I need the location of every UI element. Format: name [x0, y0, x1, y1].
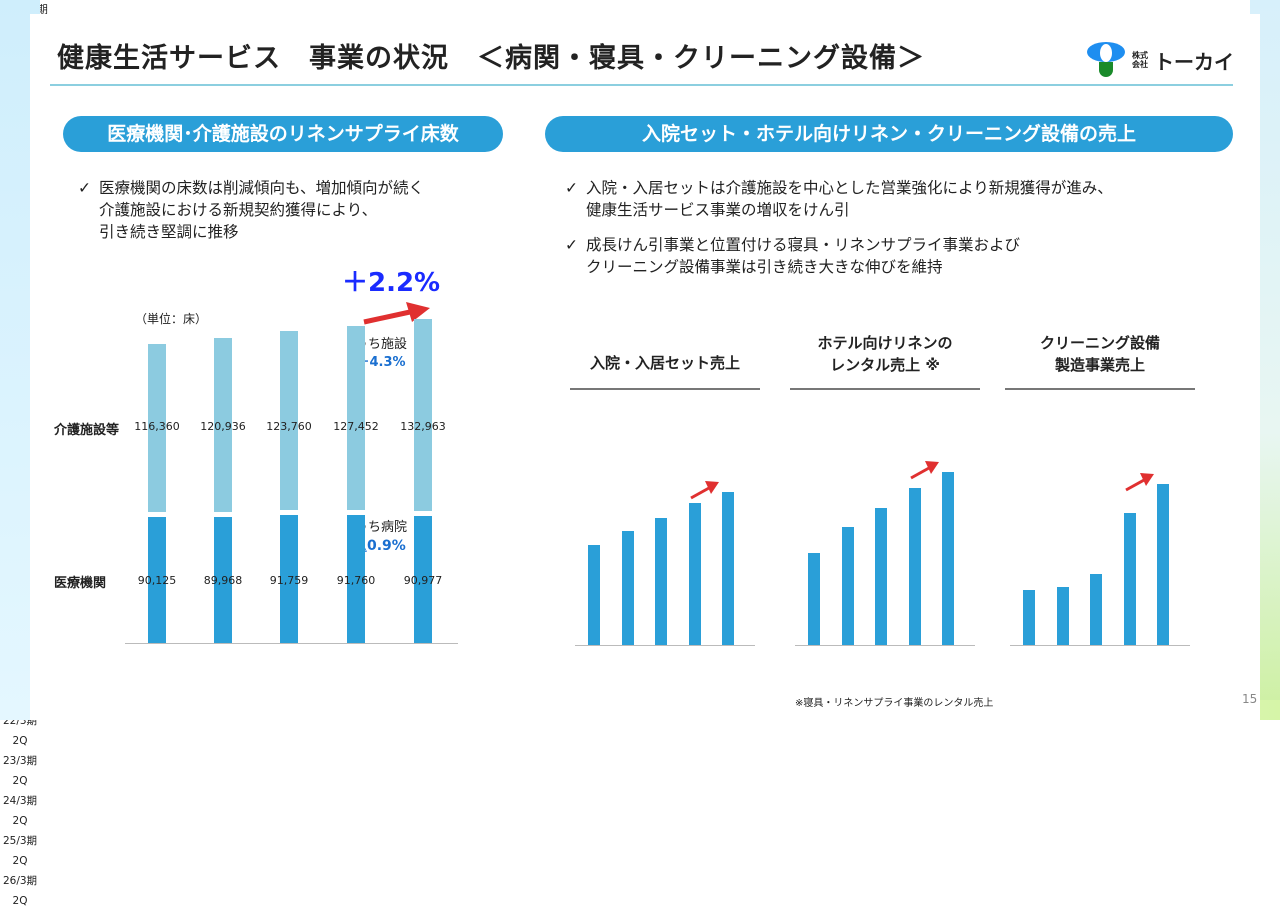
care-bar	[148, 344, 166, 513]
right-bullet-text: 成長けん引事業と位置付ける寝具・リネンサプライ事業および クリーニング設備事業は…	[586, 236, 1021, 276]
hospital-bar	[214, 517, 232, 643]
growth-arrow-icon	[689, 481, 719, 500]
hospital-bar	[280, 515, 298, 643]
hospital-note: うち病院 △0.9%	[355, 519, 408, 555]
x-axis	[575, 645, 755, 646]
unit-label: （単位：床）	[135, 312, 208, 326]
chart-title-underline	[1005, 388, 1195, 390]
hospital-value: 91,759	[269, 574, 309, 587]
care-value: 123,760	[266, 420, 312, 433]
growth-arrow-icon	[909, 461, 939, 480]
hospital-bar	[347, 515, 365, 643]
hospital-value: 90,125	[137, 574, 177, 587]
sales-bar	[1090, 574, 1102, 645]
sales-bar	[942, 472, 954, 645]
sales-bar	[655, 518, 667, 645]
care-value: 116,360	[134, 420, 180, 433]
care-bar	[414, 319, 432, 512]
hospital-value: 89,968	[203, 574, 243, 587]
chart-title: 入院・入居セット売上	[589, 354, 740, 372]
right-bullet-text: 入院・入居セットは介護施設を中心とした営業強化により新規獲得が進み、 健康生活サ…	[586, 179, 1113, 219]
title-divider	[50, 84, 1233, 86]
sales-bar	[841, 527, 854, 645]
hospital-change: △0.9%	[356, 538, 406, 554]
hospital-bar	[414, 516, 432, 643]
check-icon: ✓	[565, 236, 578, 254]
care-label: 介護施設等	[54, 423, 120, 438]
sales-bar	[722, 492, 734, 645]
hospital-label: 医療機関	[54, 576, 107, 591]
x-tick-label: 23/3期 2Q	[2, 755, 38, 787]
x-axis	[795, 645, 975, 646]
logo-name: トーカイ	[1154, 49, 1234, 74]
logo-mark-icon	[1087, 42, 1125, 77]
sales-bar	[588, 545, 600, 645]
right-section-header: 入院セット・ホテル向けリネン・クリーニング設備の売上	[545, 116, 1233, 152]
sales-bar	[908, 488, 921, 645]
sales-bar	[1123, 513, 1136, 645]
sales-bar	[808, 553, 820, 645]
chart-title: クリーニング設備 製造事業売上	[1039, 334, 1160, 374]
growth-arrow-icon	[363, 302, 430, 325]
x-axis	[1010, 645, 1190, 646]
care-value: 127,452	[333, 420, 379, 433]
page-title: 健康生活サービス 事業の状況 ＜病関・寝具・クリーニング設備＞	[57, 43, 925, 74]
left-bullet-text: 医療機関の床数は削減傾向も、増加傾向が続く 介護施設における新規契約獲得により、…	[99, 179, 425, 241]
care-bar	[214, 337, 232, 513]
x-tick-label: 26/3期 2Q	[2, 875, 38, 907]
logo-small-text: 株式 会社	[1132, 51, 1148, 69]
hospital-value: 91,760	[336, 574, 376, 587]
footnote: ※寝具・リネンサプライ事業のレンタル売上	[795, 698, 994, 709]
x-axis	[125, 643, 458, 644]
x-tick-label: 24/3期 2Q	[2, 795, 38, 827]
chart-title-underline	[790, 388, 980, 390]
care-value: 120,936	[200, 420, 246, 433]
hospital-bar	[148, 517, 166, 643]
growth-arrow-icon	[1124, 473, 1154, 492]
total-change: ＋2.2%	[342, 268, 441, 298]
care-bar	[347, 325, 365, 510]
hospital-note-label: うち病院	[355, 520, 408, 535]
hospital-value: 90,977	[403, 574, 443, 587]
check-icon: ✓	[565, 179, 578, 197]
care-note-label: うち施設	[355, 337, 408, 352]
check-icon: ✓	[78, 179, 91, 197]
sales-bar	[1056, 587, 1069, 645]
company-logo: 株式 会社 トーカイ	[1086, 40, 1234, 80]
page-number: 15	[1242, 692, 1258, 706]
left-bullet: ✓ 医療機関の床数は削減傾向も、増加傾向が続く 介護施設における新規契約獲得によ…	[78, 177, 424, 243]
right-bullet-1: ✓ 入院・入居セットは介護施設を中心とした営業強化により新規獲得が進み、 健康生…	[565, 177, 1113, 221]
care-change: ＋4.3%	[356, 355, 406, 370]
care-bar	[280, 331, 298, 510]
sales-bar	[1157, 484, 1169, 645]
left-section-header: 医療機関･介護施設のリネンサプライ床数	[63, 116, 503, 152]
chart-title-underline	[570, 388, 760, 390]
x-tick-label: 25/3期 2Q	[2, 835, 38, 867]
sales-bar	[875, 508, 887, 645]
sales-bar	[621, 531, 634, 645]
sales-bar	[1023, 590, 1035, 645]
sales-bar	[688, 503, 701, 645]
chart-title: ホテル向けリネンの レンタル売上 ※	[817, 334, 953, 374]
care-value: 132,963	[400, 420, 446, 433]
right-bullet-2: ✓ 成長けん引事業と位置付ける寝具・リネンサプライ事業および クリーニング設備事…	[565, 234, 1020, 278]
